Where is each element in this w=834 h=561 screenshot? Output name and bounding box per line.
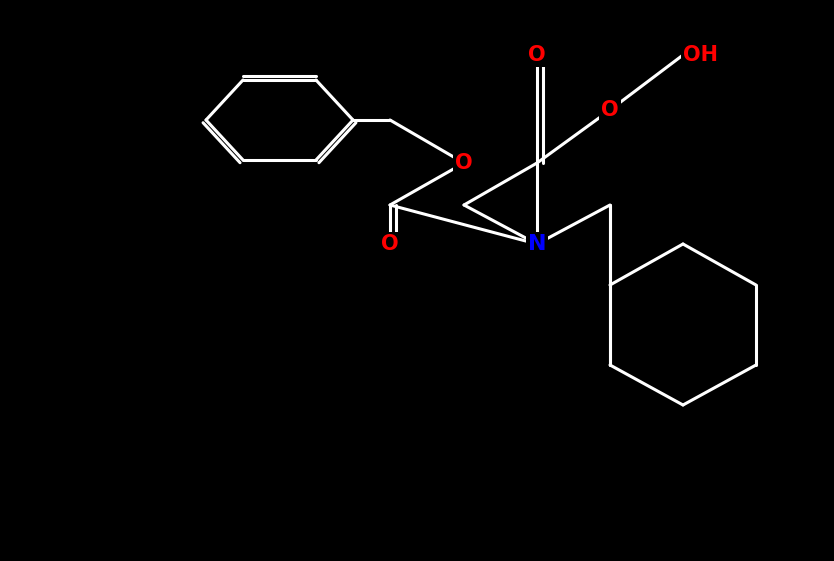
Text: N: N (528, 234, 546, 254)
Text: OH: OH (683, 45, 718, 65)
Text: O: O (381, 234, 399, 254)
Text: O: O (455, 153, 473, 173)
Text: O: O (528, 45, 545, 65)
Text: O: O (601, 100, 619, 120)
